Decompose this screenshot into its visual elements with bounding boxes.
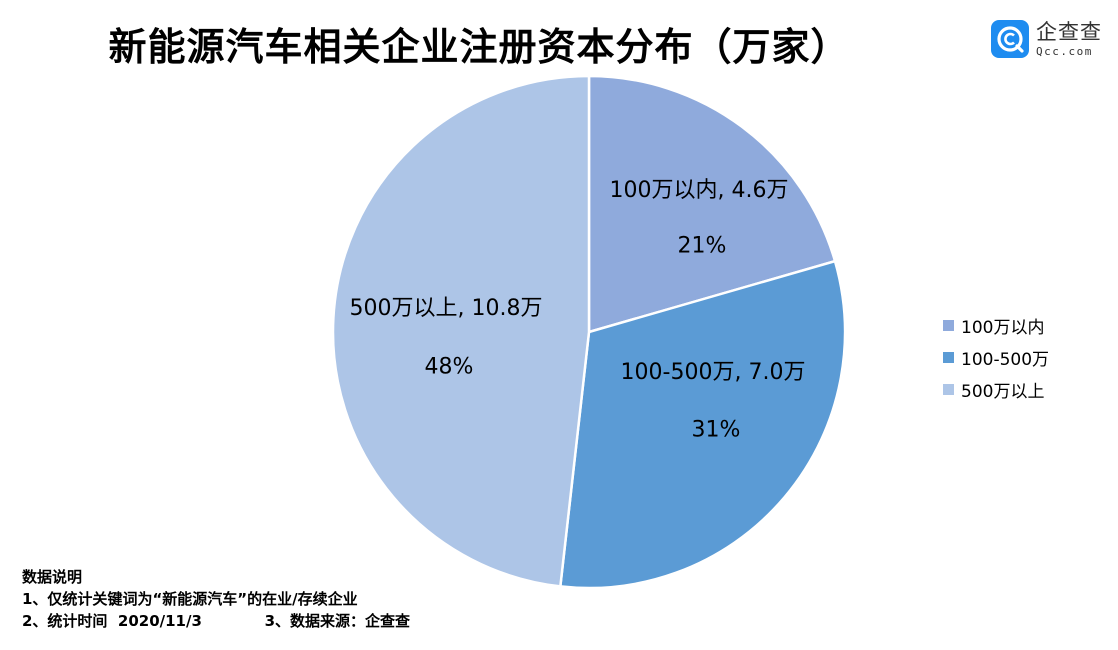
legend-swatch — [943, 319, 954, 331]
legend-swatch — [943, 351, 954, 363]
slice-label-500-over: 500万以上, 10.8万 — [349, 296, 543, 321]
logo-en-text: Qcc.com — [1036, 44, 1093, 58]
chart-title: 新能源汽车相关企业注册资本分布（万家） — [108, 25, 850, 69]
slice-pct-500-over: 48% — [424, 354, 474, 380]
legend-label: 500万以上 — [961, 381, 1045, 402]
notes-line-1: 1、仅统计关键词为“新能源汽车”的在业/存续企业 — [22, 590, 358, 608]
legend-item-500-over: 500万以上 — [943, 373, 1049, 405]
chart-legend: 100万以内 100-500万 500万以上 — [943, 309, 1049, 405]
qcc-logo: 企查查 Qcc.com — [991, 20, 1102, 58]
slice-pct-100-under: 21% — [677, 233, 727, 259]
notes-heading: 数据说明 — [22, 568, 83, 586]
qcc-logo-icon — [991, 20, 1029, 58]
slice-500-over — [331, 74, 591, 588]
slice-label-100-under: 100万以内, 4.6万 — [609, 178, 789, 203]
slice-label-100-500: 100-500万, 7.0万 — [620, 360, 806, 385]
slice-100-under — [587, 74, 837, 334]
logo-cn-text: 企查查 — [1036, 19, 1102, 44]
legend-item-100-under: 100万以内 — [943, 309, 1049, 341]
legend-swatch — [943, 383, 954, 395]
slice-100-500 — [558, 259, 847, 590]
legend-label: 100-500万 — [961, 349, 1050, 370]
slice-pct-100-500: 31% — [691, 417, 741, 443]
notes-line-2: 2、统计时间 2020/11/3 3、数据来源：企查查 — [22, 612, 411, 630]
data-notes: 数据说明 1、仅统计关键词为“新能源汽车”的在业/存续企业 2、统计时间 202… — [22, 566, 410, 632]
legend-label: 100万以内 — [961, 317, 1045, 338]
legend-item-100-500: 100-500万 — [943, 341, 1049, 373]
